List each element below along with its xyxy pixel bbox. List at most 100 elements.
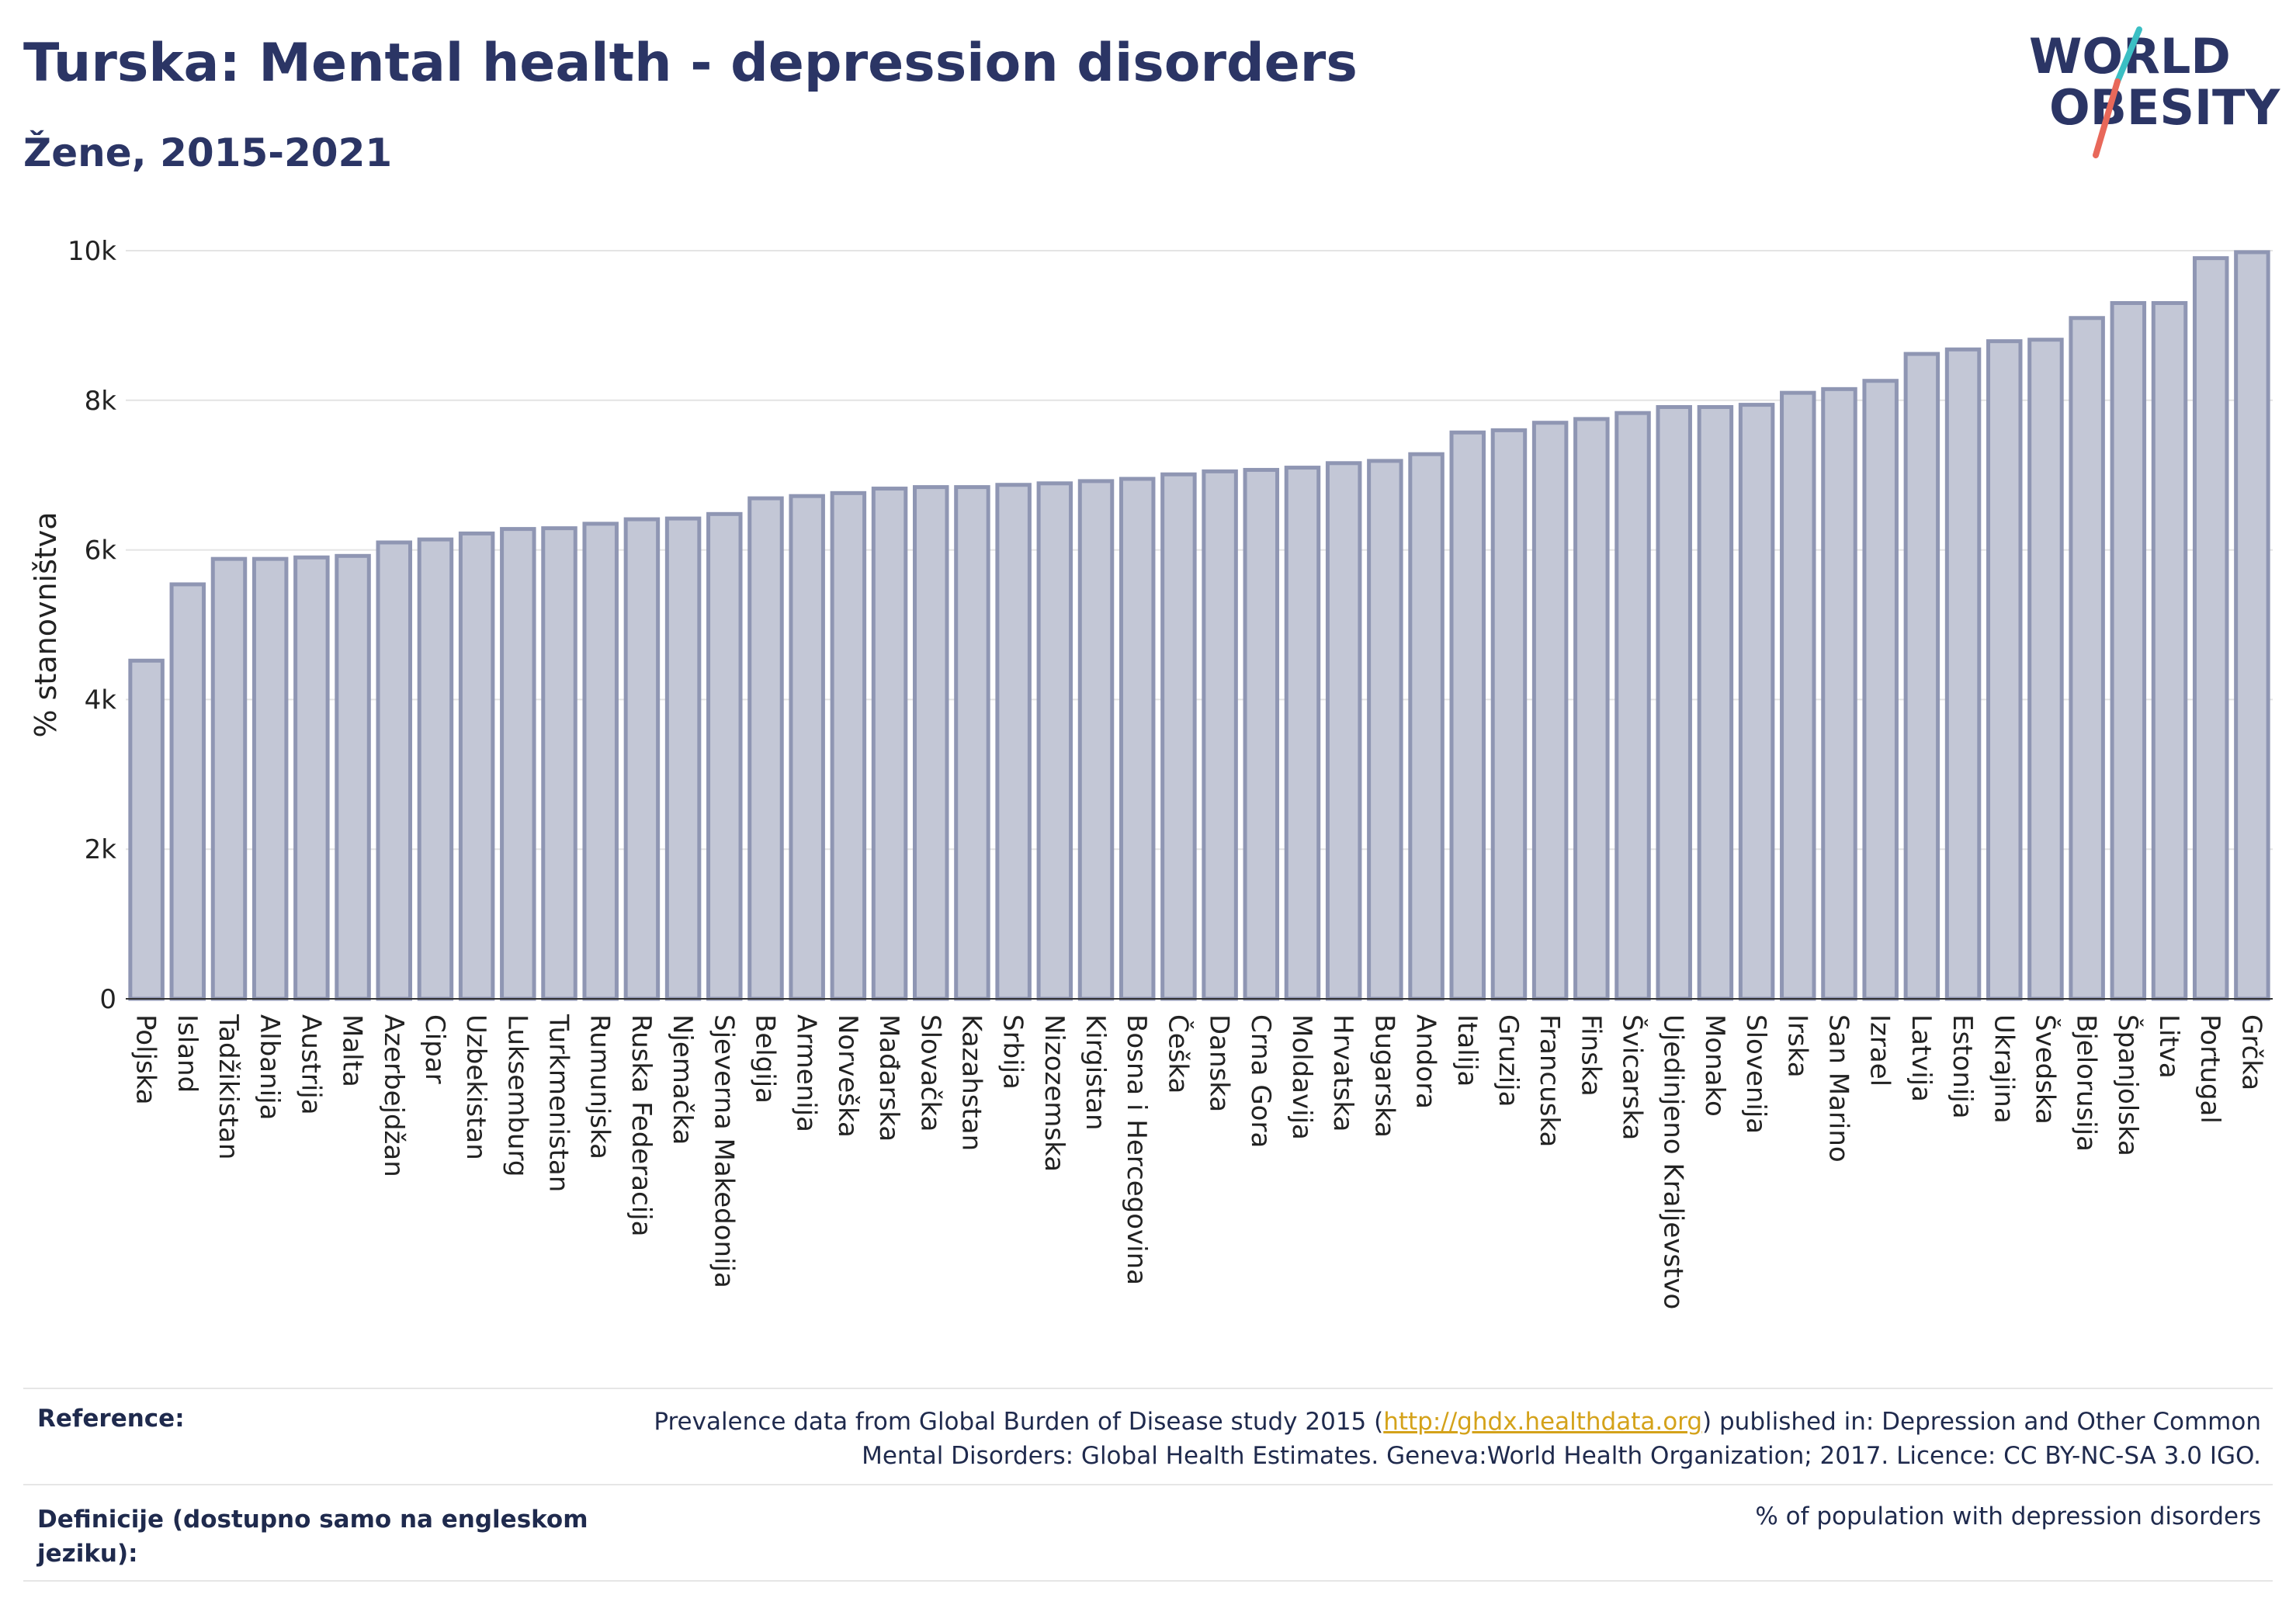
y-tick-label: 8k (85, 386, 117, 417)
bar (830, 490, 867, 1001)
y-axis-label: % stanovništva (29, 511, 63, 737)
bar (1697, 404, 1734, 1001)
bar (1036, 481, 1073, 1001)
world-obesity-logo: WORLD OBESITY (2029, 26, 2280, 158)
bar (1656, 404, 1692, 1001)
bar (2192, 256, 2229, 1001)
bar (1821, 386, 1857, 1001)
x-tick-label: Turkmenistan (543, 1014, 574, 1192)
x-tick-label: Bjelorusija (2071, 1014, 2102, 1152)
x-tick-label: Uzbekistan (460, 1014, 491, 1160)
bar (1119, 477, 1156, 1001)
bar (995, 483, 1032, 1001)
bar (954, 485, 990, 1001)
x-tick-label: Slovenija (1740, 1014, 1771, 1134)
bar (1160, 472, 1197, 1001)
bar (1531, 421, 1569, 1001)
bar (500, 527, 536, 1001)
x-tick-label: Cipar (419, 1014, 450, 1084)
x-tick-label: Ukrajina (1988, 1014, 2019, 1124)
x-tick-label: Finska (1575, 1014, 1606, 1097)
reference-text-before: Prevalence data from Global Burden of Di… (654, 1408, 1384, 1436)
x-tick-label: Andora (1410, 1014, 1441, 1109)
x-tick-label: Danska (1204, 1014, 1235, 1112)
definition-text: % of population with depression disorder… (1755, 1502, 2261, 1530)
x-tick-label: Malta (337, 1014, 368, 1087)
x-tick-label: Njemačka (667, 1014, 698, 1145)
reference-text-after: ) published in: Depression and Other Com… (862, 1408, 2261, 1470)
x-tick-label: Azerbejdžan (378, 1014, 409, 1177)
bar (1449, 430, 1486, 1001)
x-tick-label: Švicarska (1617, 1014, 1649, 1140)
bar (2069, 316, 2105, 1001)
x-tick-label: Belgija (749, 1014, 780, 1104)
x-tick-label: Moldavija (1286, 1014, 1317, 1140)
x-tick-label: Luksemburg (501, 1014, 532, 1177)
x-tick-label: Litva (2153, 1014, 2184, 1079)
x-tick-label: Crna Gora (1245, 1014, 1276, 1148)
x-tick-label: Monako (1699, 1014, 1730, 1117)
x-tick-label: Mađarska (873, 1014, 904, 1142)
footer-divider-middle (23, 1484, 2273, 1485)
footer-divider-bottom (23, 1580, 2273, 1582)
y-tick-label: 4k (85, 684, 117, 716)
x-tick-label: Nizozemska (1039, 1014, 1070, 1172)
reference-text: Prevalence data from Global Burden of Di… (631, 1405, 2261, 1473)
x-tick-label: Gruzija (1493, 1014, 1524, 1107)
logo-line2: OBESITY (2049, 79, 2280, 136)
reference-link[interactable]: http://ghdx.healthdata.org (1383, 1408, 1703, 1436)
bar (1944, 347, 1982, 1001)
bar (1284, 466, 1321, 1001)
bar (2027, 338, 2064, 1001)
bar (128, 658, 165, 1001)
bar (871, 487, 908, 1001)
x-tick-label: Rumunjska (584, 1014, 616, 1159)
bar (458, 531, 495, 1001)
y-tick-label: 2k (85, 834, 117, 865)
bar (1738, 403, 1775, 1001)
reference-label: Reference: (37, 1405, 185, 1433)
bar (541, 526, 577, 1001)
x-axis-ticks: Poljska Island Tadžikistan Albanija Austrija… (130, 1014, 2267, 1309)
x-tick-label: Srbija (997, 1014, 1028, 1090)
x-tick-label: Izrael (1864, 1014, 1895, 1087)
bar (417, 537, 454, 1001)
x-tick-label: Armenija (791, 1014, 822, 1132)
y-tick-label: 0 (99, 984, 116, 1015)
x-tick-label: Norveška (832, 1014, 863, 1138)
footer-divider-top (23, 1388, 2273, 1389)
bar (664, 516, 702, 1001)
y-axis-ticks: 0 2k 4k 6k 8k 10k (68, 236, 116, 1015)
y-tick-label: 6k (85, 535, 117, 567)
x-tick-label: Estonija (1947, 1014, 1978, 1119)
x-tick-label: San Marino (1823, 1014, 1854, 1163)
logo-red-slash (2093, 78, 2121, 158)
x-tick-label: Austrija (295, 1014, 326, 1115)
bar (913, 485, 949, 1001)
bar (376, 540, 412, 1001)
bar (251, 556, 289, 1001)
x-tick-label: Irska (1781, 1014, 1812, 1078)
bar (1325, 461, 1362, 1001)
x-tick-label: Sjeverna Makedonija (708, 1014, 739, 1288)
x-tick-label: Francuska (1534, 1014, 1565, 1147)
bar (1862, 379, 1899, 1001)
bar (1077, 479, 1115, 1001)
bar (210, 556, 248, 1001)
bar (2234, 250, 2270, 1001)
x-tick-label: Kirgistan (1080, 1014, 1111, 1131)
bar (582, 522, 619, 1001)
bar (1780, 390, 1816, 1001)
x-tick-label: Češka (1162, 1014, 1194, 1093)
bar (1202, 469, 1238, 1001)
bar (169, 582, 206, 1001)
bar (1408, 452, 1445, 1001)
bar (2110, 300, 2147, 1001)
bar (335, 553, 371, 1001)
x-tick-label: Švedska (2029, 1014, 2061, 1125)
x-tick-label: Hrvatska (1327, 1014, 1358, 1132)
x-tick-label: Italija (1451, 1014, 1483, 1087)
x-tick-label: Portugal (2194, 1014, 2225, 1124)
bar (1903, 352, 1941, 1001)
x-tick-label: Tadžikistan (213, 1014, 244, 1159)
